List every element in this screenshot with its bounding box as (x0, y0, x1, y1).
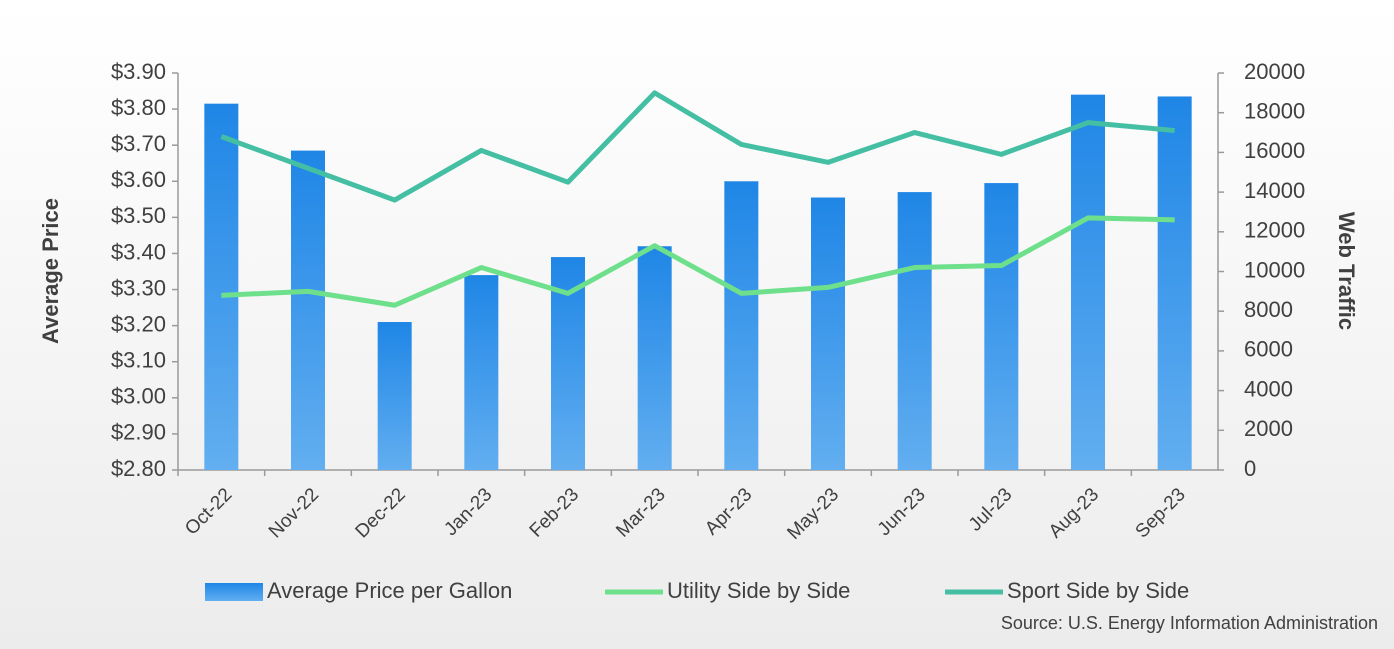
y-tick-label: $3.90 (111, 59, 166, 84)
line-series (221, 215, 1175, 308)
y2-tick-label: 10000 (1244, 257, 1305, 282)
y-tick-label: $3.60 (111, 167, 166, 192)
legend-label: Average Price per Gallon (267, 578, 512, 603)
y-axis-label: Average Price (38, 198, 63, 344)
bar (464, 275, 499, 470)
bar (377, 322, 412, 470)
y-tick-label: $2.80 (111, 456, 166, 481)
y-tick-label: $3.40 (111, 239, 166, 264)
bar (724, 181, 759, 471)
legend-label: Sport Side by Side (1007, 578, 1189, 603)
bar (291, 150, 325, 470)
y2-tick-label: 14000 (1244, 178, 1305, 203)
y2-tick-label: 16000 (1244, 138, 1305, 163)
y-tick-label: $3.70 (111, 131, 166, 156)
y-tick-label: $2.90 (111, 420, 166, 445)
y2-tick-label: 8000 (1244, 297, 1293, 322)
y2-tick-label: 20000 (1244, 59, 1305, 84)
bar (1071, 94, 1105, 471)
bar (204, 103, 239, 470)
y2-tick-label: 4000 (1244, 376, 1293, 401)
y-tick-label: $3.50 (111, 203, 166, 228)
y2-tick-label: 2000 (1244, 416, 1293, 441)
y2-axis-label: Web Traffic (1334, 212, 1359, 330)
y2-tick-label: 18000 (1244, 99, 1305, 124)
line-series (220, 90, 1175, 203)
bar (984, 183, 1019, 470)
legend-swatch (205, 583, 263, 601)
bar (811, 197, 845, 470)
y-tick-label: $3.30 (111, 275, 166, 300)
y-tick-label: $3.80 (111, 95, 166, 120)
y-tick-label: $3.10 (111, 348, 166, 373)
bar (637, 246, 672, 470)
bar (1157, 96, 1192, 470)
y-tick-label: $3.00 (111, 384, 166, 409)
y2-tick-label: 12000 (1244, 218, 1305, 243)
y2-tick-label: 6000 (1244, 337, 1293, 362)
y-tick-label: $3.20 (111, 311, 166, 336)
source-note: Source: U.S. Energy Information Administ… (1001, 613, 1378, 633)
bar (897, 192, 932, 470)
legend-label: Utility Side by Side (667, 578, 850, 603)
y2-tick-label: 0 (1244, 456, 1256, 481)
